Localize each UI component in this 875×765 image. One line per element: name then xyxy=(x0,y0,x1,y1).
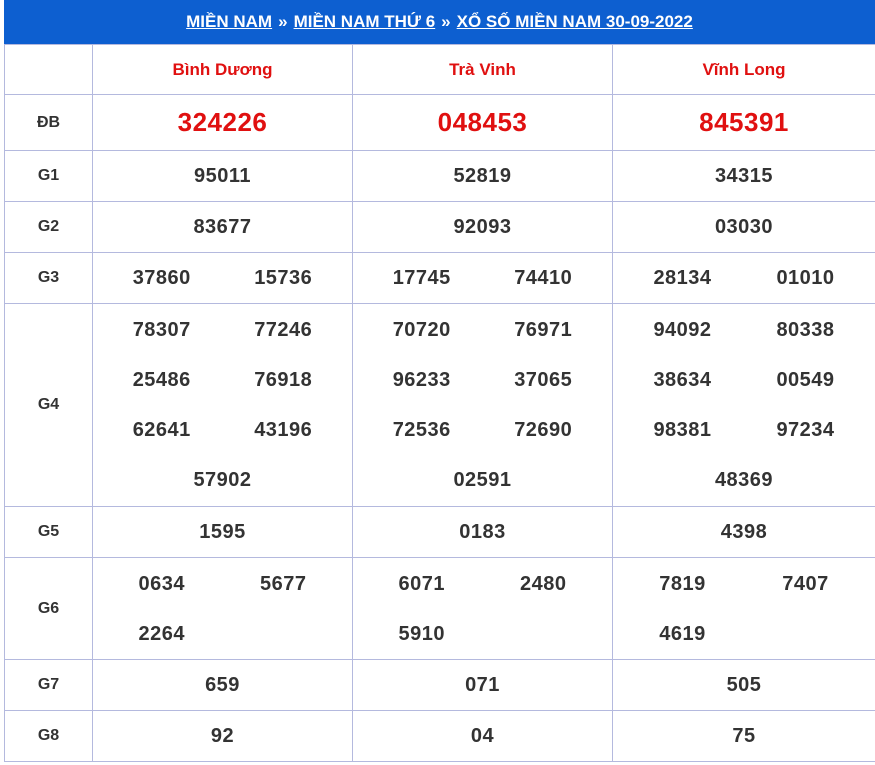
prize-cell: 0634 5677 2264 xyxy=(92,557,353,660)
prize-number: 95011 xyxy=(92,150,353,202)
prize-label: G2 xyxy=(4,201,93,253)
prize-number: 0183 xyxy=(352,506,613,558)
prize-cell: 28134 01010 xyxy=(612,252,875,304)
prize-label: ĐB xyxy=(4,94,93,151)
prize-number: 77246 xyxy=(254,319,313,341)
prize-number: 98381 xyxy=(653,419,712,441)
prize-number: 324226 xyxy=(92,94,353,151)
prize-number: 74410 xyxy=(514,267,573,289)
prize-number: 94092 xyxy=(653,319,712,341)
prize-number: 2264 xyxy=(138,622,185,645)
prize-number: 7819 xyxy=(659,572,706,595)
prize-number: 02591 xyxy=(453,469,512,491)
prize-number: 83677 xyxy=(92,201,353,253)
prize-row-g3: G3 37860 15736 17745 74410 28134 01010 xyxy=(4,252,875,304)
prize-number: 048453 xyxy=(352,94,613,151)
prize-cell: 17745 74410 xyxy=(352,252,613,304)
prize-number: 48369 xyxy=(714,469,774,491)
prize-number: 78307 xyxy=(132,319,191,341)
prize-cell: 78307 77246 25486 76918 62641 43196 5790… xyxy=(92,303,353,507)
prize-number: 505 xyxy=(612,659,875,711)
prize-number: 01010 xyxy=(776,267,835,289)
prize-number: 57902 xyxy=(193,469,252,491)
prize-number: 7407 xyxy=(782,572,829,595)
prize-cell: 94092 80338 38634 00549 98381 97234 4836… xyxy=(612,303,875,507)
prize-number: 28134 xyxy=(653,267,712,289)
province-binh-duong[interactable]: Bình Dương xyxy=(92,44,353,95)
prize-number: 52819 xyxy=(352,150,613,202)
prize-number: 845391 xyxy=(612,94,875,151)
lottery-results-table: Bình Dương Trà Vinh Vĩnh Long ĐB 324226 … xyxy=(4,44,875,762)
province-tra-vinh[interactable]: Trà Vinh xyxy=(352,44,613,95)
prize-number: 1595 xyxy=(92,506,353,558)
prize-number: 5910 xyxy=(398,622,445,645)
prize-number: 659 xyxy=(92,659,353,711)
prize-row-g1: G1 95011 52819 34315 xyxy=(4,150,875,202)
prize-number: 43196 xyxy=(254,419,313,441)
breadcrumb-separator: » xyxy=(441,12,451,31)
prize-number: 75 xyxy=(612,710,875,762)
breadcrumb: MIỀN NAM » MIỀN NAM THỨ 6 » XỔ SỐ MIỀN N… xyxy=(4,0,875,44)
prize-number: 96233 xyxy=(392,369,451,391)
prize-number: 0634 xyxy=(138,572,185,595)
prize-number: 72536 xyxy=(392,419,451,441)
prize-number: 72690 xyxy=(514,419,573,441)
prize-number: 4398 xyxy=(612,506,875,558)
prize-number: 5677 xyxy=(260,572,307,595)
prize-row-g7: G7 659 071 505 xyxy=(4,659,875,711)
prize-row-db: ĐB 324226 048453 845391 xyxy=(4,94,875,151)
prize-cell: 70720 76971 96233 37065 72536 72690 0259… xyxy=(352,303,613,507)
prize-number: 62641 xyxy=(132,419,191,441)
prize-cell: 7819 7407 4619 xyxy=(612,557,875,660)
prize-number: 92093 xyxy=(352,201,613,253)
prize-number: 70720 xyxy=(392,319,451,341)
prize-label: G1 xyxy=(4,150,93,202)
prize-row-g6: G6 0634 5677 2264 6071 2480 5910 7819 74… xyxy=(4,557,875,660)
prize-label: G6 xyxy=(4,557,93,660)
prize-number: 25486 xyxy=(132,369,191,391)
prize-row-g4: G4 78307 77246 25486 76918 62641 43196 5… xyxy=(4,303,875,507)
province-vinh-long[interactable]: Vĩnh Long xyxy=(612,44,875,95)
prize-label: G7 xyxy=(4,659,93,711)
prize-row-g2: G2 83677 92093 03030 xyxy=(4,201,875,253)
prize-number: 04 xyxy=(352,710,613,762)
prize-number: 76918 xyxy=(254,369,313,391)
prize-number: 03030 xyxy=(612,201,875,253)
prize-row-g5: G5 1595 0183 4398 xyxy=(4,506,875,558)
prize-number: 97234 xyxy=(776,419,835,441)
prize-number: 76971 xyxy=(514,319,573,341)
prize-number: 00549 xyxy=(776,369,835,391)
prize-number: 80338 xyxy=(776,319,835,341)
prize-number: 37860 xyxy=(132,267,191,289)
prize-cell: 6071 2480 5910 xyxy=(352,557,613,660)
breadcrumb-link-mien-nam-thu-6[interactable]: MIỀN NAM THỨ 6 xyxy=(293,12,436,31)
prize-number: 6071 xyxy=(398,572,445,595)
prize-number: 37065 xyxy=(514,369,573,391)
prize-number: 15736 xyxy=(254,267,313,289)
prize-number: 2480 xyxy=(520,572,567,595)
breadcrumb-link-mien-nam[interactable]: MIỀN NAM xyxy=(186,12,273,31)
prize-number: 071 xyxy=(352,659,613,711)
prize-label: G8 xyxy=(4,710,93,762)
breadcrumb-separator: » xyxy=(278,12,288,31)
prize-number: 4619 xyxy=(659,622,706,645)
breadcrumb-link-current-result[interactable]: XỔ SỐ MIỀN NAM 30-09-2022 xyxy=(456,12,693,31)
prize-number: 92 xyxy=(92,710,353,762)
prize-label: G5 xyxy=(4,506,93,558)
prize-label: G3 xyxy=(4,252,93,304)
prize-row-g8: G8 92 04 75 xyxy=(4,710,875,762)
corner-cell xyxy=(4,44,93,95)
prize-label: G4 xyxy=(4,303,93,507)
prize-number: 34315 xyxy=(612,150,875,202)
prize-cell: 37860 15736 xyxy=(92,252,353,304)
prize-number: 38634 xyxy=(653,369,712,391)
province-header-row: Bình Dương Trà Vinh Vĩnh Long xyxy=(4,44,875,95)
prize-number: 17745 xyxy=(392,267,451,289)
